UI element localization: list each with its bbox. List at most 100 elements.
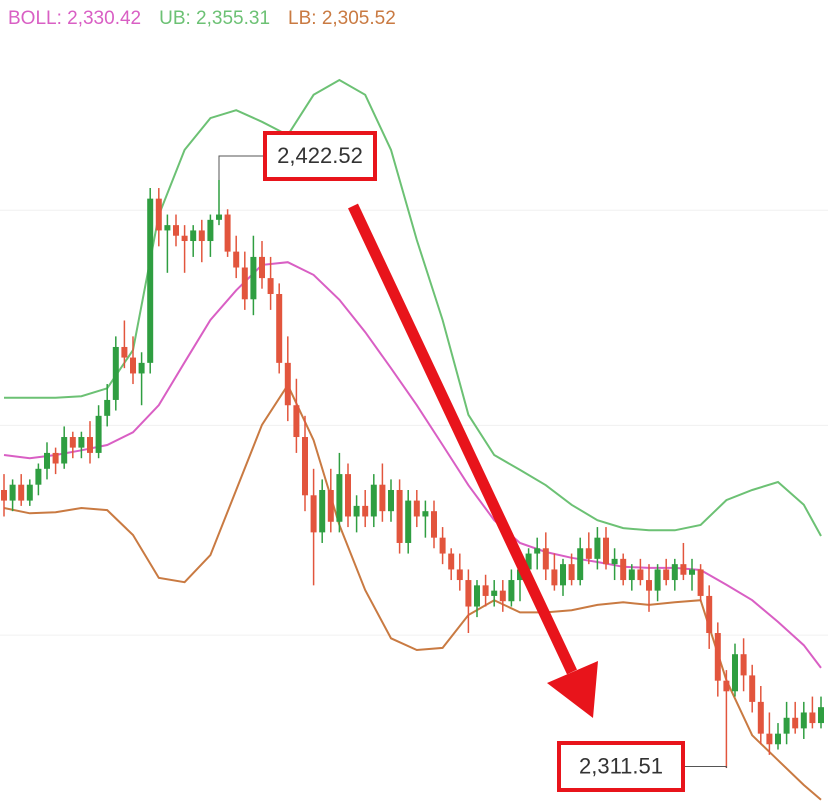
- legend-entry: UB: 2,355.31: [159, 8, 270, 29]
- candle-body: [353, 505, 360, 517]
- candle-body: [723, 680, 730, 692]
- candle-body: [104, 399, 111, 416]
- candle-body: [749, 675, 756, 702]
- candle-body: [302, 437, 308, 496]
- candle-body: [809, 712, 816, 724]
- candle-body: [663, 569, 670, 581]
- candle-body: [620, 558, 627, 581]
- candle-body: [181, 235, 188, 242]
- candle-body: [155, 198, 162, 231]
- candle-body: [818, 707, 824, 724]
- band-line: [4, 78, 822, 537]
- candle-body: [250, 256, 257, 300]
- candle-body: [482, 585, 489, 596]
- candle-body: [766, 733, 773, 745]
- candle-body: [190, 230, 197, 242]
- legend-entry: LB: 2,305.52: [288, 8, 396, 29]
- candle-body: [327, 489, 334, 522]
- legend-entry: BOLL: 2,330.42: [8, 8, 141, 29]
- candle-body: [388, 489, 394, 512]
- candle-body: [69, 437, 76, 448]
- candle-body: [233, 251, 240, 268]
- annotation-label: 2,422.52: [277, 143, 363, 168]
- candle-body: [491, 590, 498, 596]
- candle-body: [78, 437, 85, 448]
- candle-body: [87, 437, 93, 453]
- candle-body: [35, 468, 42, 485]
- candle-body: [577, 548, 584, 581]
- candle-body: [680, 564, 687, 575]
- candle-body: [319, 489, 326, 533]
- candle-body: [9, 484, 16, 501]
- candle-body: [671, 564, 678, 581]
- candle-body: [628, 569, 635, 581]
- candle-body: [800, 712, 807, 729]
- candle-body: [757, 701, 764, 734]
- candle-body: [439, 537, 446, 554]
- trend-arrow: [348, 203, 598, 718]
- candle-body: [173, 225, 179, 236]
- annotation-leader: [683, 766, 727, 769]
- candle-body: [95, 415, 102, 453]
- legend: BOLL: 2,330.42 UB: 2,355.31 LB: 2,305.52: [8, 8, 396, 29]
- candle-body: [732, 654, 738, 692]
- candle-body: [362, 505, 369, 517]
- candle-body: [783, 717, 790, 734]
- candle-body: [130, 357, 136, 374]
- candle-body: [284, 362, 291, 406]
- candle-body: [422, 511, 429, 517]
- candle-body: [207, 219, 214, 242]
- candle-body: [26, 484, 33, 501]
- candle-body: [147, 198, 154, 363]
- band-line: [3, 383, 822, 801]
- candle-body: [336, 474, 343, 522]
- candle-body: [448, 553, 455, 570]
- candle-body: [405, 500, 412, 543]
- candle-body: [689, 569, 695, 575]
- candle-body: [654, 569, 661, 591]
- candle-body: [396, 489, 403, 543]
- candle-body: [646, 580, 652, 591]
- candle-body: [345, 474, 351, 517]
- candle-body: [697, 569, 704, 596]
- annotation-leader: [218, 155, 265, 180]
- arrow-shaft: [348, 203, 577, 675]
- candle-body: [164, 225, 171, 231]
- candle-body: [1, 489, 7, 501]
- candle-body: [276, 293, 283, 363]
- candle-body: [508, 580, 515, 602]
- candle-body: [517, 569, 523, 581]
- candle-body: [267, 278, 274, 294]
- candle-body: [52, 452, 59, 464]
- candle-body: [585, 548, 592, 559]
- candle-body: [542, 548, 549, 570]
- candle-body: [310, 495, 317, 533]
- candle-body: [138, 362, 145, 374]
- candle-body: [603, 537, 609, 565]
- grid: [0, 209, 828, 636]
- candle-body: [18, 484, 25, 501]
- candle-body: [241, 267, 248, 300]
- candle-body: [216, 214, 222, 220]
- candle-body: [370, 484, 377, 517]
- candle-body: [714, 633, 721, 681]
- candle-body: [792, 717, 799, 729]
- candle-body: [534, 548, 541, 554]
- candle-body: [611, 558, 618, 565]
- candle-body: [499, 590, 506, 602]
- candle-body: [775, 733, 781, 745]
- candle-body: [112, 346, 119, 400]
- candle-body: [379, 484, 386, 512]
- candle-body: [706, 595, 713, 634]
- candle-body: [551, 569, 558, 586]
- candle-body: [198, 230, 205, 242]
- candle-body: [740, 654, 747, 676]
- candle-body: [456, 569, 463, 581]
- candle-body: [413, 500, 420, 517]
- candle-body: [121, 346, 128, 358]
- annotations: 2,422.52 2,311.51: [218, 131, 727, 792]
- candle-body: [259, 256, 265, 279]
- candle-body: [224, 214, 231, 252]
- candle-body: [293, 405, 300, 438]
